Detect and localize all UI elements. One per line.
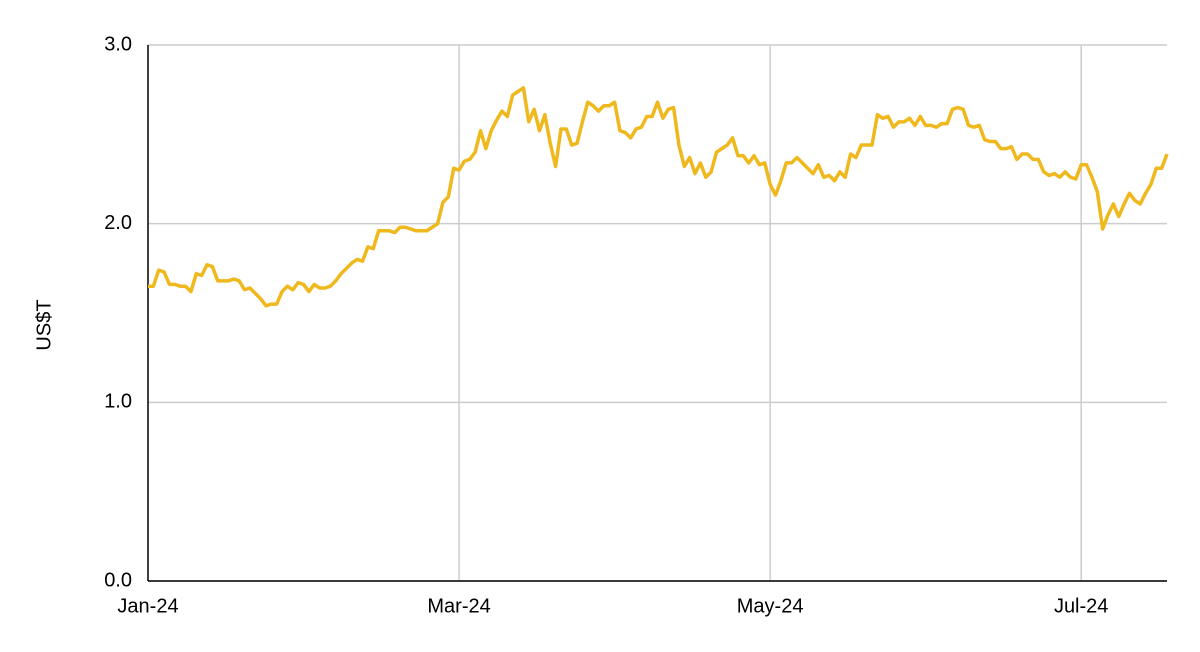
y-axis-label: US$T <box>33 299 55 350</box>
y-tick-label: 0.0 <box>104 569 132 591</box>
x-tick-label: May-24 <box>737 595 804 617</box>
x-tick-label: Jul-24 <box>1054 595 1108 617</box>
x-tick-label: Jan-24 <box>117 595 178 617</box>
y-tick-label: 2.0 <box>104 212 132 234</box>
data-line <box>148 86 1169 308</box>
y-tick-label: 3.0 <box>104 33 132 55</box>
x-tick-label: Mar-24 <box>427 595 490 617</box>
y-tick-label: 1.0 <box>104 391 132 413</box>
